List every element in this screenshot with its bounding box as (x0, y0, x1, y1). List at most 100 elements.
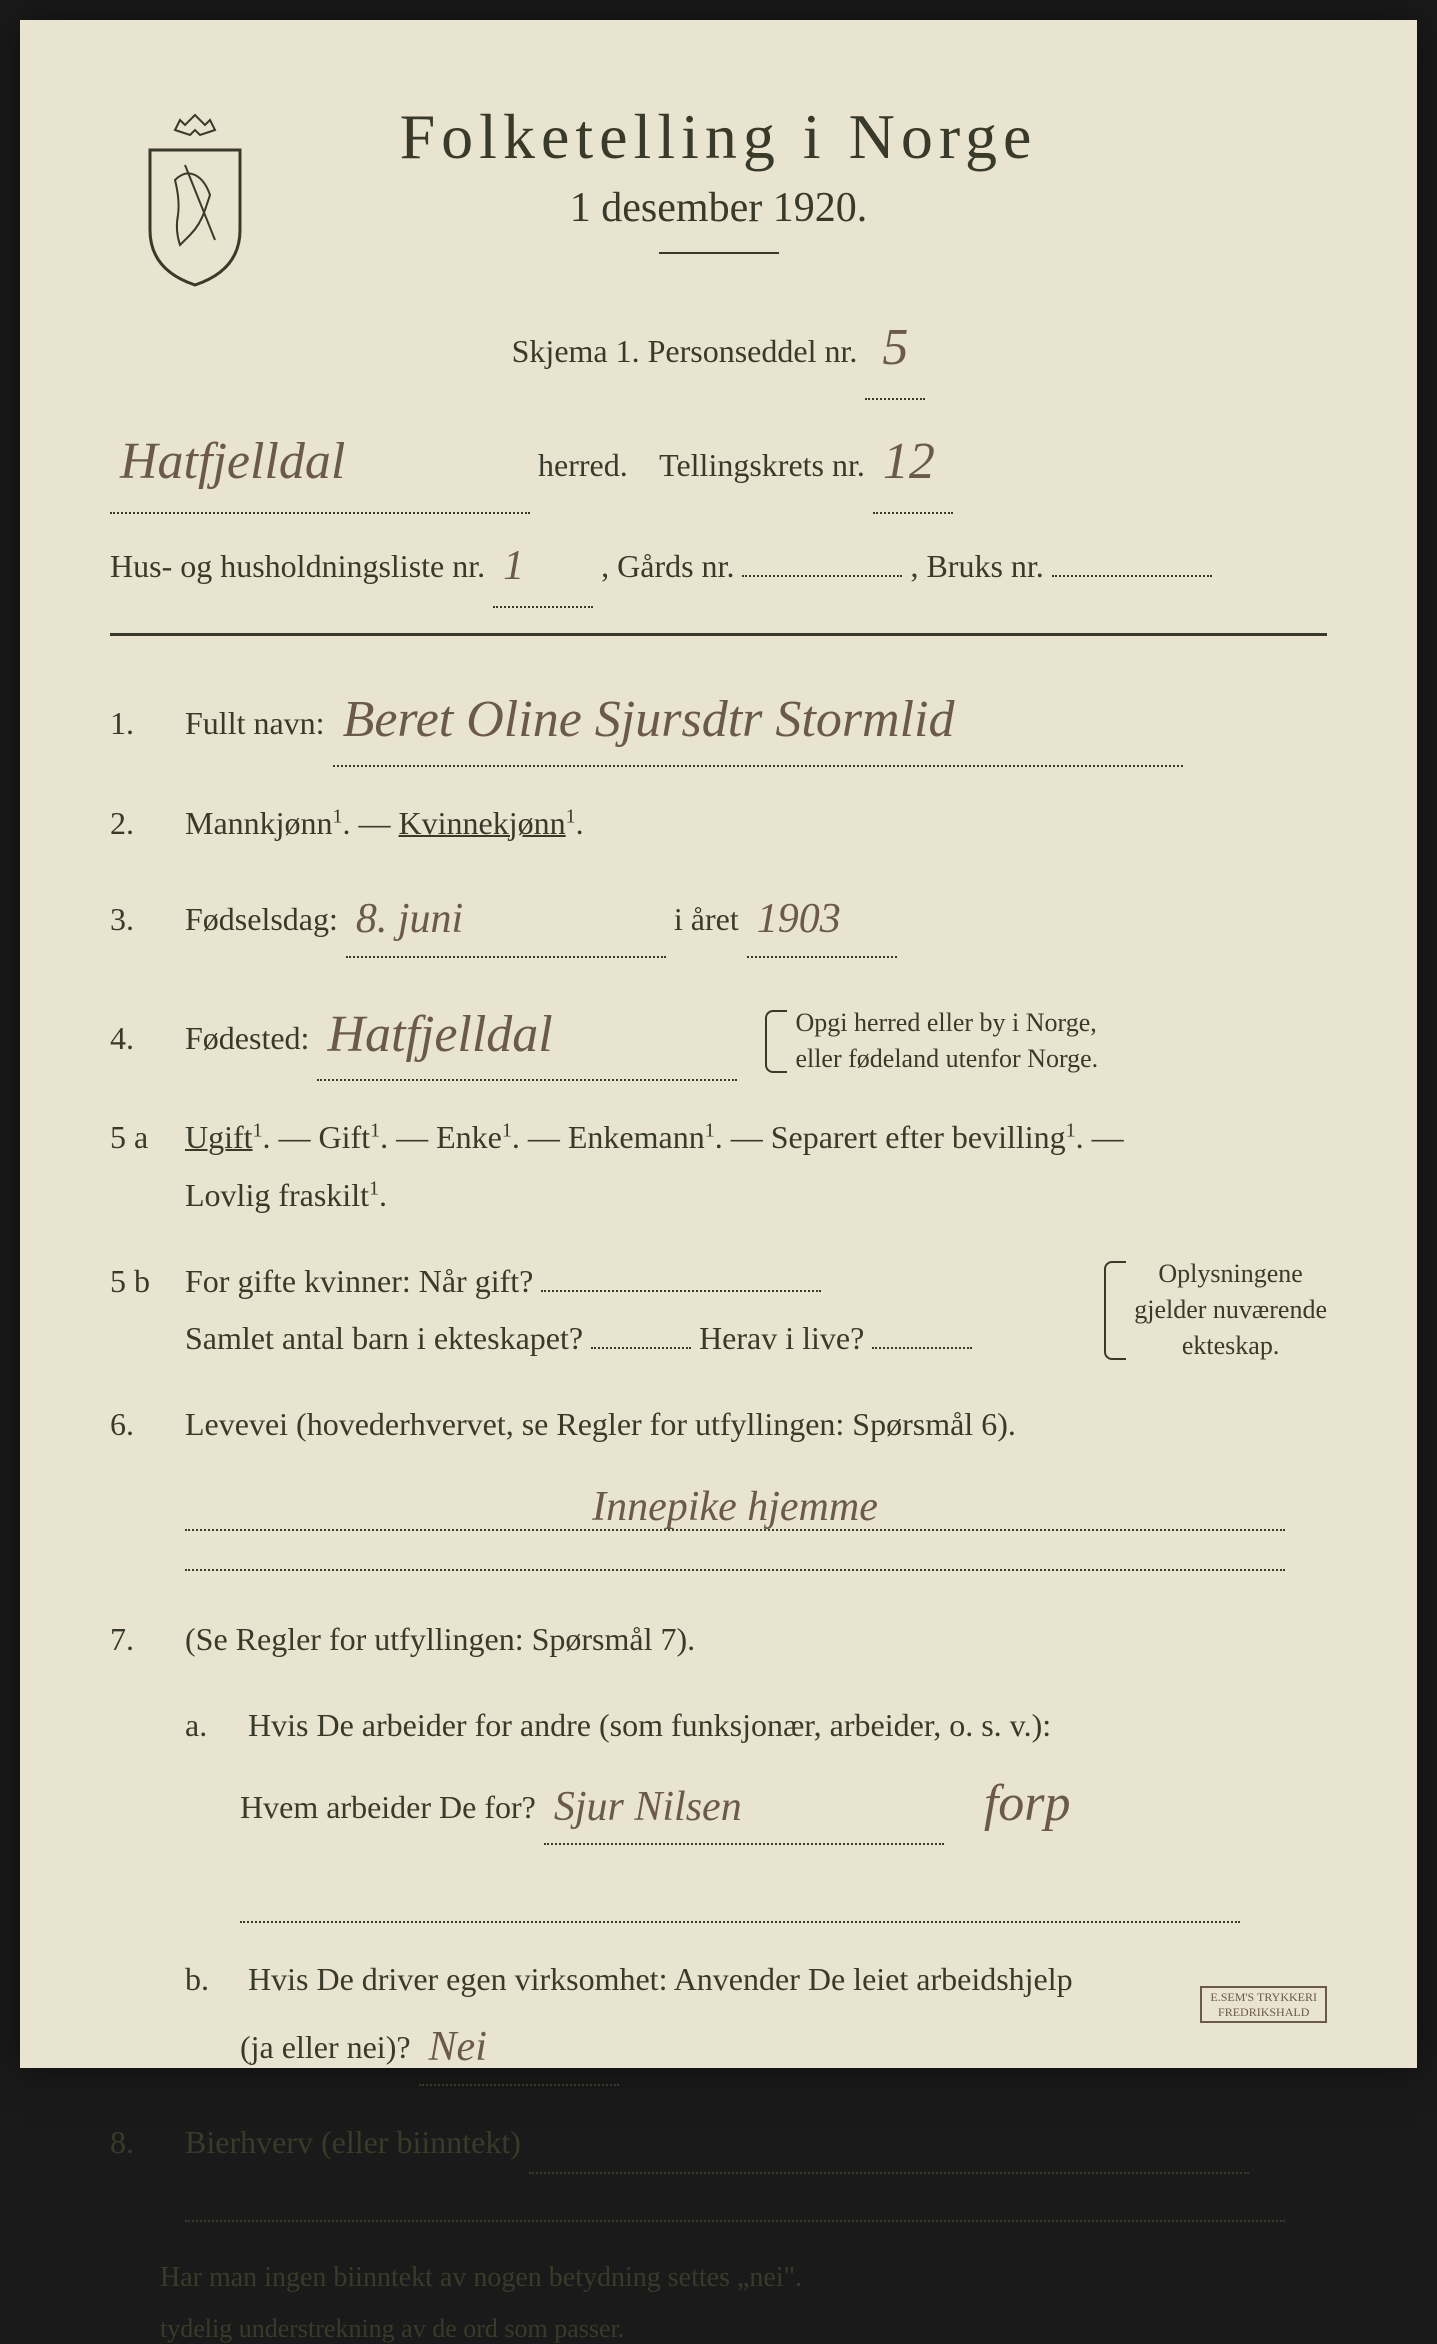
q2-mann: Mannkjønn (185, 805, 333, 841)
q8-field (529, 2114, 1249, 2174)
herred-line: Hatfjelldal herred. Tellingskrets nr. 12 (110, 408, 1327, 514)
q7a-line1: Hvis De arbeider for andre (som funksjon… (248, 1707, 1051, 1743)
q7: 7. (Se Regler for utfyllingen: Spørsmål … (110, 1611, 1327, 2086)
q1: 1. Fullt navn: Beret Oline Sjursdtr Stor… (110, 671, 1327, 767)
q4-value: Hatfjelldal (327, 1006, 552, 1063)
personseddel-field: 5 (865, 294, 925, 400)
q6-blank-line (185, 1551, 1285, 1571)
q4-field: Hatfjelldal (317, 986, 737, 1082)
herred-field: Hatfjelldal (110, 408, 530, 514)
q4-label: Fødested: (185, 1020, 309, 1056)
skjema-label: Skjema 1. Personseddel nr. (512, 333, 858, 369)
q4-num: 4. (110, 1010, 185, 1068)
q5a: 5 a Ugift1. — Gift1. — Enke1. — Enkemann… (110, 1109, 1327, 1224)
q2-sup2: 1 (566, 805, 576, 827)
form-header: Folketelling i Norge 1 desember 1920. (110, 100, 1327, 254)
q8-label: Bierhverv (eller biinntekt) (185, 2124, 521, 2160)
norway-coat-of-arms-icon (130, 110, 260, 290)
census-form-page: Folketelling i Norge 1 desember 1920. Sk… (20, 20, 1417, 2068)
q6: 6. Levevei (hovederhvervet, se Regler fo… (110, 1396, 1327, 1572)
q3: 3. Fødselsdag: 8. juni i året 1903 (110, 880, 1327, 958)
q5a-ugift: Ugift (185, 1119, 253, 1155)
q3-year-label: i året (674, 901, 739, 937)
q2-dot: . (576, 805, 584, 841)
q5b-live-field (872, 1347, 972, 1349)
q4-note: Opgi herred eller by i Norge, eller føde… (765, 1005, 1098, 1078)
q7a-blank-line (240, 1863, 1240, 1923)
q5a-gift: Gift (319, 1119, 371, 1155)
q3-num: 3. (110, 891, 185, 949)
q7b-line2: (ja eller nei)? (240, 2029, 411, 2065)
q5b: 5 b For gifte kvinner: Når gift? Samlet … (110, 1253, 1327, 1368)
q5b-label2: Samlet antal barn i ekteskapet? (185, 1320, 583, 1356)
footer-note-1: Har man ingen biinntekt av nogen betydni… (160, 2262, 1327, 2294)
q3-label: Fødselsdag: (185, 901, 338, 937)
gards-field (742, 575, 902, 577)
q6-answer: Innepike hjemme (185, 1481, 1327, 1531)
q5b-gift-field (541, 1290, 821, 1292)
q5a-enke: Enke (436, 1119, 502, 1155)
q3-year-value: 1903 (757, 896, 841, 942)
husliste-field: 1 (493, 522, 593, 608)
q5b-barn-field (591, 1347, 691, 1349)
q5b-note-line2: gjelder nuværende (1134, 1295, 1327, 1324)
stamp-line1: E.SEM'S TRYKKERI (1210, 1990, 1317, 2004)
header-divider (659, 252, 779, 254)
bruks-field (1052, 575, 1212, 577)
q3-day-value: 8. juni (356, 896, 463, 942)
q3-year-field: 1903 (747, 880, 897, 958)
q2-sup1: 1 (333, 805, 343, 827)
q5b-note-line1: Oplysningene (1158, 1259, 1302, 1288)
q2: 2. Mannkjønn1. — Kvinnekjønn1. (110, 795, 1327, 853)
personseddel-value: 5 (882, 319, 908, 376)
q4-note-line1: Opgi herred eller by i Norge, (795, 1008, 1096, 1037)
q7b-value: Nei (429, 2024, 487, 2070)
q7-label: (Se Regler for utfyllingen: Spørsmål 7). (185, 1621, 695, 1657)
husliste-label: Hus- og husholdningsliste nr. (110, 548, 485, 584)
q7a-field: Sjur Nilsen (544, 1768, 944, 1846)
skjema-line: Skjema 1. Personseddel nr. 5 (110, 294, 1327, 400)
main-divider (110, 633, 1327, 636)
q6-value: Innepike hjemme (592, 1484, 878, 1530)
q7a-letter: a. (185, 1697, 240, 1755)
q7a-value2: forp (984, 1775, 1071, 1832)
q7a-value: Sjur Nilsen (554, 1784, 742, 1830)
q2-num: 2. (110, 795, 185, 853)
q4-note-line2: eller fødeland utenfor Norge. (795, 1044, 1098, 1073)
q5b-label1: For gifte kvinner: Når gift? (185, 1263, 533, 1299)
footer-note-2: tydelig understrekning av de ord som pas… (160, 2314, 1327, 2344)
q5b-note: Oplysningene gjelder nuværende ekteskap. (1104, 1256, 1327, 1365)
q7-num: 7. (110, 1611, 185, 1669)
tellingskrets-value: 12 (883, 433, 935, 490)
form-title: Folketelling i Norge (110, 100, 1327, 174)
q7b-field: Nei (419, 2008, 619, 2086)
q8-num: 8. (110, 2114, 185, 2172)
stamp-line2: FREDRIKSHALD (1218, 2005, 1309, 2019)
printer-stamp: E.SEM'S TRYKKERI FREDRIKSHALD (1200, 1986, 1327, 2023)
husliste-value: 1 (503, 543, 524, 589)
q5b-num: 5 b (110, 1253, 185, 1311)
herred-label: herred. (538, 447, 628, 483)
q5a-separert: Separert efter bevilling (771, 1119, 1066, 1155)
q8: 8. Bierhverv (eller biinntekt) (110, 2114, 1327, 2174)
q2-kvinne: Kvinnekjønn (399, 805, 566, 841)
q1-label: Fullt navn: (185, 705, 325, 741)
gards-label: , Gårds nr. (601, 548, 734, 584)
q7a-line2: Hvem arbeider De for? (240, 1789, 536, 1825)
q2-sep1: . — (343, 805, 391, 841)
q7a: a. Hvis De arbeider for andre (som funks… (185, 1697, 1327, 1923)
q1-field: Beret Oline Sjursdtr Stormlid (333, 671, 1183, 767)
q4: 4. Fødested: Hatfjelldal Opgi herred ell… (110, 986, 1327, 1082)
q7b-letter: b. (185, 1951, 240, 2009)
form-date: 1 desember 1920. (110, 184, 1327, 232)
q5a-fraskilt: Lovlig fraskilt (185, 1177, 369, 1213)
bruks-label: , Bruks nr. (910, 548, 1043, 584)
q8-blank-line (185, 2202, 1285, 2222)
tellingskrets-label: Tellingskrets nr. (659, 447, 865, 483)
q7b: b. Hvis De driver egen virksomhet: Anven… (185, 1951, 1327, 2086)
shield-svg (130, 110, 260, 290)
q6-num: 6. (110, 1396, 185, 1454)
q5b-note-line3: ekteskap. (1182, 1331, 1279, 1360)
q5b-label3: Herav i live? (699, 1320, 864, 1356)
husliste-line: Hus- og husholdningsliste nr. 1 , Gårds … (110, 522, 1327, 608)
